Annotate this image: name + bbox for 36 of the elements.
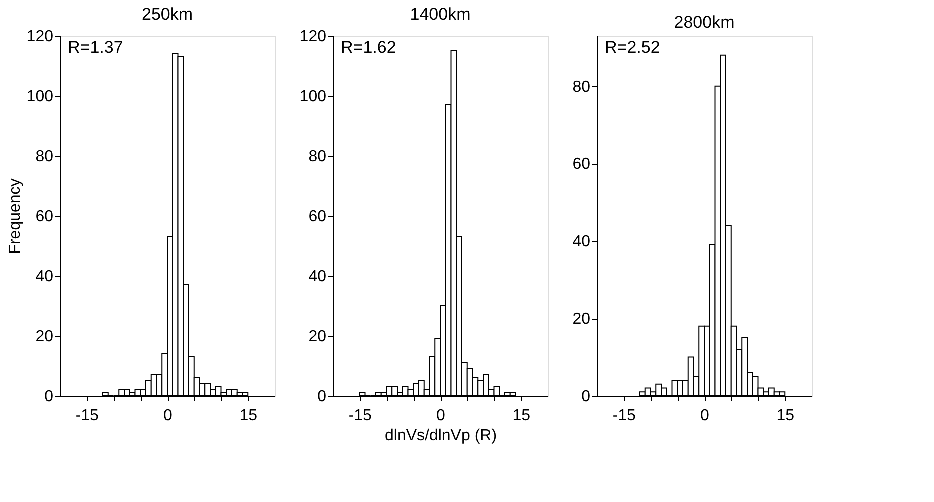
y-tick-label: 60 — [36, 208, 54, 226]
y-tick-label: 20 — [36, 328, 54, 346]
y-tick-label: 80 — [572, 78, 591, 96]
x-tick-label: 0 — [164, 408, 173, 424]
chart-title: 250km — [142, 5, 194, 24]
y-tick-label: 40 — [572, 234, 591, 251]
x-tick-label: 15 — [240, 408, 258, 424]
y-tick-label: 0 — [44, 388, 54, 406]
y-tick-label: 60 — [308, 208, 327, 226]
y-tick-label: 60 — [572, 156, 591, 174]
x-axis-title: dlnVs/dlnVp (R) — [384, 428, 498, 444]
y-tick-label: 100 — [26, 88, 54, 106]
y-tick-label: 80 — [308, 148, 327, 166]
annotation: R=2.52 — [605, 38, 660, 57]
x-tick-label: 0 — [436, 408, 446, 424]
y-tick-label: 80 — [36, 148, 54, 166]
y-tick-label: 120 — [26, 28, 54, 46]
x-tick-label: -15 — [612, 408, 636, 424]
x-tick-label: -15 — [76, 408, 100, 424]
y-tick-label: 100 — [300, 88, 327, 106]
y-tick-label: 20 — [572, 311, 591, 328]
y-axis-title: Frequency — [6, 178, 24, 254]
y-tick-label: 120 — [300, 28, 327, 46]
x-tick-label: 15 — [776, 408, 795, 424]
x-tick-label: 0 — [700, 408, 710, 424]
y-tick-label: 0 — [318, 388, 327, 406]
chart-title: 1400km — [410, 5, 471, 24]
chart-title: 2800km — [674, 13, 735, 32]
y-tick-label: 0 — [582, 388, 591, 406]
annotation: R=1.37 — [68, 38, 124, 57]
y-tick-label: 40 — [308, 268, 327, 286]
x-tick-label: 15 — [512, 408, 531, 424]
y-tick-label: 20 — [308, 328, 327, 346]
y-tick-label: 40 — [36, 268, 54, 286]
x-tick-label: -15 — [348, 408, 372, 424]
annotation: R=1.62 — [341, 38, 396, 57]
